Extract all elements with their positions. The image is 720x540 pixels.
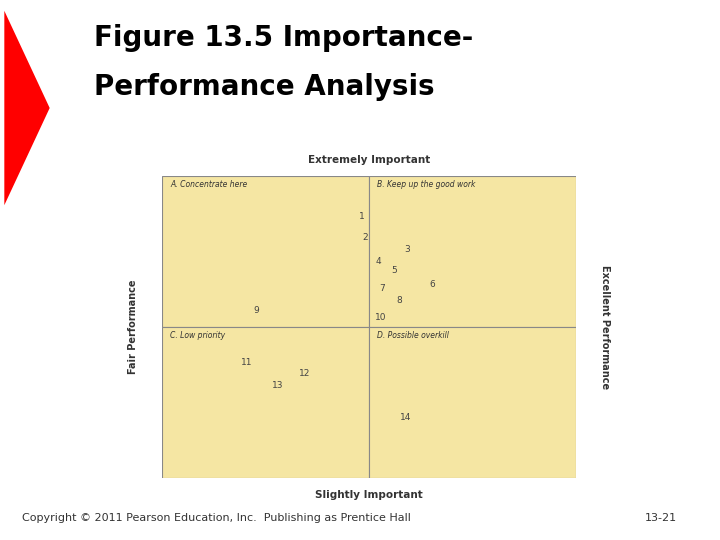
Text: B. Keep up the good work: B. Keep up the good work (377, 180, 476, 189)
Text: 11: 11 (240, 359, 252, 368)
Text: Performance Analysis: Performance Analysis (94, 73, 434, 101)
Text: 8: 8 (396, 296, 402, 306)
Text: 1: 1 (359, 212, 364, 221)
Text: 6: 6 (429, 280, 435, 289)
Text: Excellent Performance: Excellent Performance (600, 265, 610, 389)
Text: Copyright © 2011 Pearson Education, Inc.  Publishing as Prentice Hall: Copyright © 2011 Pearson Education, Inc.… (22, 512, 410, 523)
Text: 13: 13 (271, 381, 283, 390)
Text: Figure 13.5 Importance-: Figure 13.5 Importance- (94, 24, 473, 52)
Bar (369, 176, 576, 327)
Bar (369, 327, 576, 478)
Text: Fair Performance: Fair Performance (128, 280, 138, 374)
Text: A. Concentrate here: A. Concentrate here (171, 180, 248, 189)
Bar (162, 327, 369, 478)
Text: Extremely Important: Extremely Important (308, 155, 430, 165)
Bar (162, 176, 369, 327)
Text: 5: 5 (392, 266, 397, 275)
Text: 14: 14 (400, 413, 411, 422)
Text: 9: 9 (253, 306, 258, 315)
Text: 3: 3 (404, 245, 410, 254)
Text: Slightly Important: Slightly Important (315, 490, 423, 500)
Text: 2: 2 (363, 233, 369, 242)
Polygon shape (4, 11, 50, 205)
Text: 13-21: 13-21 (644, 512, 677, 523)
Text: 7: 7 (379, 285, 385, 293)
Text: 4: 4 (375, 257, 381, 266)
Text: 10: 10 (375, 313, 387, 322)
Text: 12: 12 (299, 369, 310, 378)
Text: C. Low priority: C. Low priority (171, 331, 225, 340)
Text: D. Possible overkill: D. Possible overkill (377, 331, 449, 340)
